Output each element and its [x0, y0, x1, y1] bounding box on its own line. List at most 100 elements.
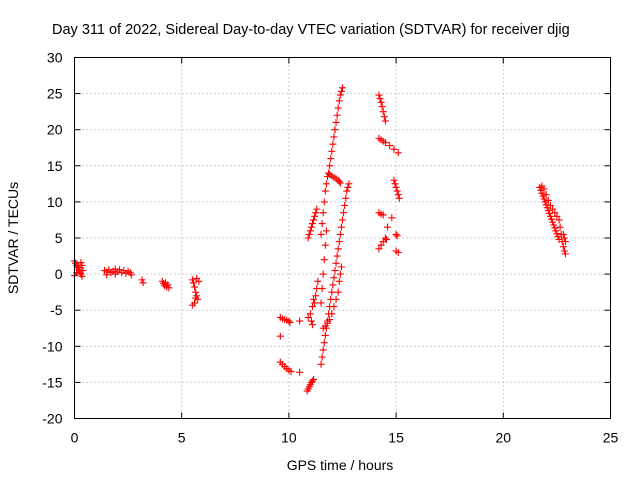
data-points: [71, 84, 569, 395]
data-point: [333, 111, 341, 119]
data-point: [165, 284, 173, 292]
data-point: [339, 216, 346, 224]
grid: [74, 57, 611, 419]
data-point: [320, 256, 328, 264]
data-point: [388, 214, 396, 222]
data-point: [276, 332, 284, 340]
data-point: [538, 189, 546, 197]
data-point: [381, 139, 389, 147]
data-point: [376, 95, 384, 103]
series-arc-a1: [71, 257, 87, 280]
data-point: [310, 295, 318, 303]
series-arc-b3: [303, 376, 318, 395]
data-point: [326, 316, 334, 324]
series-arc-b5: [317, 84, 346, 238]
data-point: [377, 241, 385, 249]
data-point: [550, 221, 558, 229]
data-point: [285, 317, 293, 325]
data-point: [286, 318, 294, 326]
data-point: [344, 183, 352, 191]
data-point: [556, 223, 564, 231]
data-point: [314, 277, 322, 285]
series-arc-a5: [188, 274, 203, 309]
data-point: [332, 295, 340, 303]
data-point: [333, 252, 341, 260]
data-point: [320, 339, 328, 347]
data-point: [545, 209, 553, 217]
data-point: [323, 319, 331, 327]
y-tick-label: 30: [47, 50, 63, 66]
data-point: [341, 202, 349, 210]
data-point: [296, 317, 304, 325]
x-axis-label: GPS time / hours: [287, 457, 394, 473]
data-point: [330, 303, 338, 311]
data-point: [306, 310, 314, 318]
data-point: [296, 368, 304, 376]
data-point: [335, 97, 343, 105]
data-point: [340, 209, 348, 217]
data-point: [337, 223, 345, 231]
data-point: [328, 147, 336, 155]
data-point: [552, 227, 560, 235]
data-point: [381, 117, 389, 125]
data-point: [546, 202, 554, 210]
data-point: [394, 149, 402, 157]
series-arc-c5: [390, 176, 403, 256]
chart-title: Day 311 of 2022, Sidereal Day-to-day VTE…: [52, 22, 570, 38]
data-point: [103, 271, 111, 279]
data-point: [375, 91, 383, 99]
data-point: [307, 223, 315, 231]
data-point: [192, 294, 200, 302]
data-point: [326, 162, 334, 170]
data-point: [319, 270, 327, 278]
data-point: [305, 230, 313, 238]
x-tick-label: 0: [71, 430, 79, 446]
data-point: [386, 142, 394, 150]
series-arc-b6: [317, 180, 353, 368]
data-point: [321, 187, 329, 195]
data-point: [311, 299, 319, 307]
data-point: [318, 220, 326, 228]
data-point: [394, 248, 402, 256]
x-tick-label: 5: [178, 430, 186, 446]
data-point: [332, 118, 340, 126]
data-point: [541, 198, 549, 206]
y-axis-label: SDTVAR / TECUs: [5, 182, 21, 294]
data-point: [195, 277, 203, 285]
data-point: [75, 263, 83, 271]
data-point: [390, 145, 398, 153]
data-point: [329, 281, 337, 289]
data-point: [392, 183, 400, 191]
data-point: [304, 313, 312, 321]
data-point: [553, 230, 561, 238]
data-point: [332, 259, 340, 267]
series-arc-c3: [375, 209, 396, 231]
series-arc-a2: [101, 265, 135, 279]
data-point: [308, 321, 316, 329]
data-point: [343, 187, 351, 195]
data-point: [322, 227, 330, 235]
data-point: [334, 104, 342, 112]
x-tick-label: 10: [281, 430, 297, 446]
data-point: [395, 194, 403, 202]
data-point: [317, 230, 325, 238]
data-point: [77, 259, 85, 267]
data-point: [542, 191, 550, 199]
data-point: [334, 288, 342, 296]
data-point: [548, 215, 556, 223]
x-tick-label: 15: [388, 430, 404, 446]
data-point: [317, 299, 325, 307]
data-point: [382, 235, 390, 243]
data-point: [321, 331, 329, 339]
data-point: [549, 218, 557, 226]
data-point: [337, 263, 345, 271]
data-point: [335, 178, 343, 186]
data-point: [379, 108, 387, 116]
data-point: [560, 234, 568, 242]
data-point: [551, 209, 559, 217]
data-point: [551, 224, 559, 232]
data-point: [304, 234, 312, 242]
data-point: [392, 230, 400, 238]
data-point: [561, 238, 569, 246]
